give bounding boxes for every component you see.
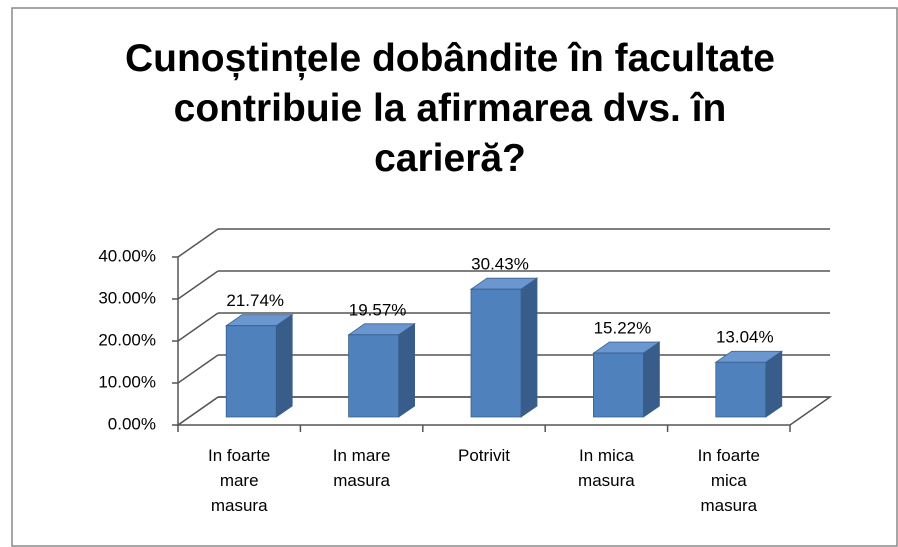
grid-line bbox=[177, 228, 219, 258]
bar-side bbox=[765, 350, 783, 418]
grid-line bbox=[177, 270, 219, 300]
bar-side bbox=[643, 341, 660, 418]
bar-front bbox=[348, 334, 400, 418]
value-label: 21.74% bbox=[226, 291, 284, 310]
value-label: 15.22% bbox=[594, 319, 652, 338]
bar-front bbox=[593, 352, 644, 418]
bar-front bbox=[715, 361, 767, 418]
bar bbox=[469, 277, 539, 418]
y-tick-label: 0.00% bbox=[108, 414, 156, 433]
bar-side bbox=[398, 323, 416, 418]
chart-title: Cunoștințele dobândite în facultate cont… bbox=[124, 37, 776, 180]
x-tick-label: In mare masura bbox=[332, 446, 391, 490]
grid-line bbox=[177, 396, 219, 426]
bar-front bbox=[470, 288, 522, 418]
x-tick-label: In foarte mica masura bbox=[697, 446, 760, 515]
bar-side bbox=[275, 313, 293, 418]
bar-front bbox=[225, 325, 277, 418]
bar-side bbox=[520, 277, 538, 418]
x-tick-label: In foarte mare masura bbox=[208, 446, 271, 515]
bar bbox=[347, 323, 416, 418]
bar bbox=[224, 313, 294, 418]
x-tick-label: In mica masura bbox=[578, 446, 635, 490]
bar bbox=[714, 350, 784, 418]
value-label: 13.04% bbox=[716, 328, 774, 347]
y-tick-label: 20.00% bbox=[98, 330, 156, 349]
value-label: 30.43% bbox=[471, 255, 529, 274]
y-tick-label: 40.00% bbox=[98, 246, 156, 265]
bar bbox=[592, 341, 661, 418]
y-tick-label: 30.00% bbox=[98, 288, 156, 307]
x-tick-label: Potrivit bbox=[458, 446, 510, 465]
grid-line bbox=[177, 312, 219, 342]
value-label: 19.57% bbox=[349, 300, 407, 319]
chart-border bbox=[11, 7, 898, 547]
grid-line bbox=[177, 354, 219, 384]
y-tick-label: 10.00% bbox=[98, 372, 156, 391]
